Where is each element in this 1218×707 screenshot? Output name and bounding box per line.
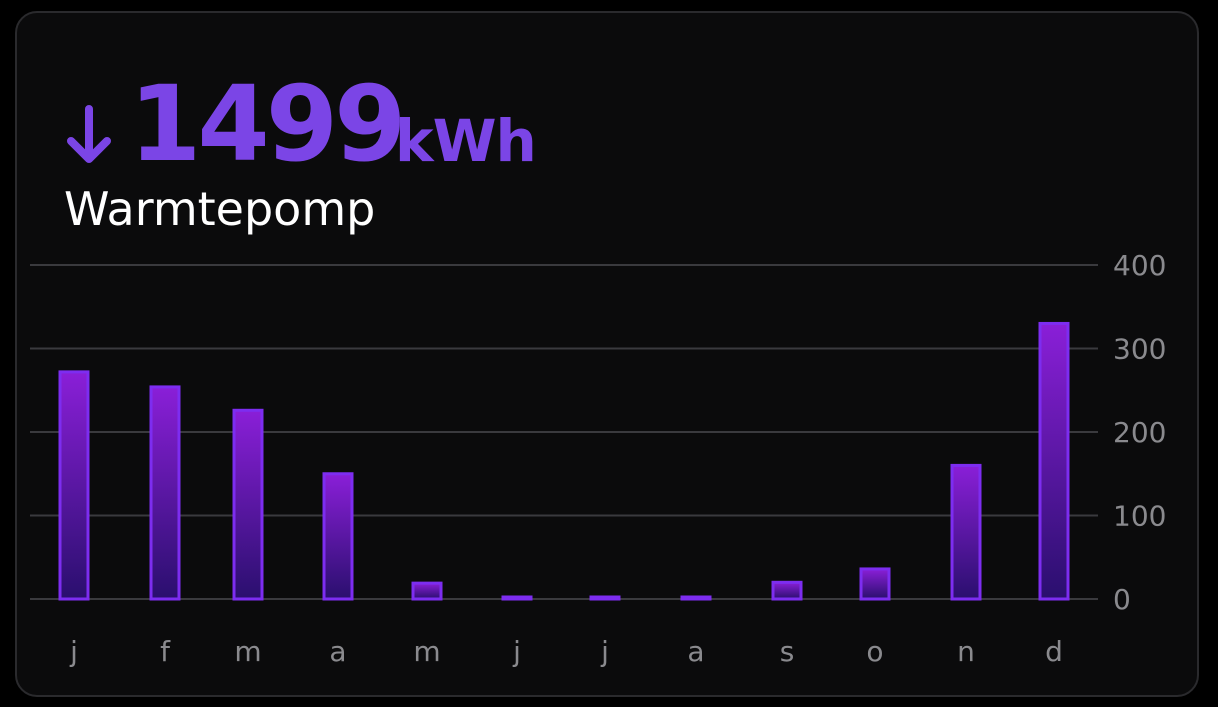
x-tick-label: a — [329, 635, 346, 668]
bar-0[interactable] — [58, 370, 90, 601]
x-tick-label: s — [780, 635, 795, 668]
energy-card: 1499 kWh Warmtepomp — [15, 11, 1199, 697]
x-tick-label: o — [866, 635, 883, 668]
x-tick-label: j — [69, 635, 78, 668]
grid-lines — [30, 264, 1098, 600]
unit-label: kWh — [395, 107, 537, 175]
x-tick-label: a — [687, 635, 704, 668]
y-tick-label: 0 — [1113, 583, 1131, 616]
x-tick-label: f — [160, 635, 171, 668]
bar-2[interactable] — [232, 408, 264, 601]
card-title: Warmtepomp — [64, 182, 376, 236]
x-tick-label: d — [1045, 635, 1063, 668]
y-tick-label: 400 — [1113, 249, 1166, 282]
y-tick-label: 100 — [1113, 500, 1166, 533]
bar-8[interactable] — [771, 580, 803, 601]
bar-7[interactable] — [680, 595, 712, 601]
arrow-down-icon — [67, 105, 111, 163]
bar-4[interactable] — [411, 581, 443, 601]
bar-3[interactable] — [322, 472, 354, 601]
bar-11[interactable] — [1038, 321, 1070, 601]
bar-5[interactable] — [501, 595, 533, 601]
x-tick-label: m — [413, 635, 440, 668]
y-tick-label: 300 — [1113, 333, 1166, 366]
bars — [58, 321, 1070, 601]
bar-9[interactable] — [859, 567, 891, 601]
total-value: 1499 — [129, 63, 406, 185]
x-tick-label: j — [512, 635, 521, 668]
x-tick-label: m — [234, 635, 261, 668]
bar-1[interactable] — [149, 385, 181, 601]
bar-10[interactable] — [950, 463, 982, 601]
y-axis-labels: 0 100 200 300 400 — [1113, 249, 1166, 616]
bar-6[interactable] — [589, 595, 621, 601]
x-tick-label: n — [957, 635, 975, 668]
y-tick-label: 200 — [1113, 416, 1166, 449]
x-tick-label: j — [600, 635, 609, 668]
